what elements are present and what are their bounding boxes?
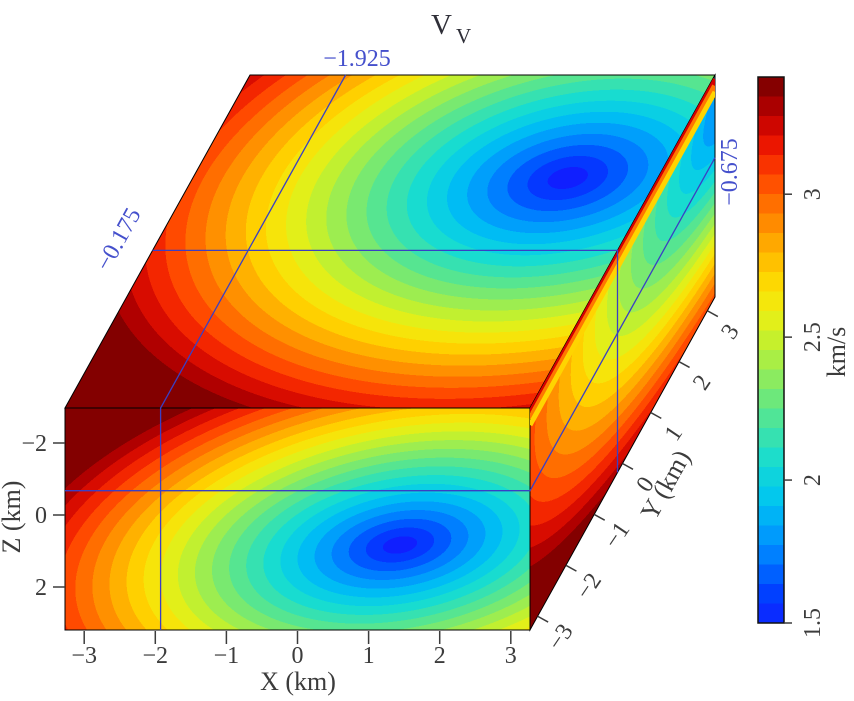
y-tick-label: −3	[543, 619, 579, 655]
x-tick-label: 0	[292, 643, 304, 669]
right-face-slice	[529, 73, 716, 632]
front-face-slice	[64, 407, 531, 631]
x-tick-label: −3	[71, 643, 97, 669]
z-axis-ticks: −2 0 2	[21, 431, 65, 601]
colorbar-gradient	[757, 76, 785, 624]
x-tick-label: −1	[214, 643, 240, 669]
z-tick-label: 0	[35, 503, 47, 529]
z-tick-label: 2	[35, 575, 47, 601]
volume-block	[64, 73, 716, 632]
y-tick-mark	[622, 462, 634, 470]
y-tick-mark	[565, 564, 577, 572]
y-tick-label: 2	[688, 371, 716, 395]
colorbar-unit-label: km/s	[822, 327, 851, 378]
y-tick-label: −1	[599, 518, 635, 554]
plot-title-subscript: V	[456, 24, 471, 48]
x-slice-line	[159, 74, 347, 630]
y-tick-label: 3	[716, 320, 744, 344]
x-axis-ticks: −3 −2 −1 0 1 2 3	[71, 631, 517, 669]
z-tick-label: −2	[21, 431, 47, 457]
y-tick-mark	[678, 361, 690, 369]
y-tick-mark	[593, 513, 606, 521]
y-slice-line	[152, 249, 619, 473]
colorbar-tick-label: 1.5	[800, 608, 826, 638]
x-tick-label: −2	[143, 643, 169, 669]
y-tick-label: 1	[660, 421, 688, 445]
x-slice-position-label: −1.925	[323, 46, 391, 72]
y-slice-position-label: −0.175	[91, 204, 146, 276]
colorbar-tick-label: 3	[800, 188, 826, 200]
plot-title: V	[431, 9, 452, 41]
y-tick-mark	[706, 310, 719, 318]
x-axis-label: X (km)	[260, 667, 336, 696]
x-tick-label: 1	[363, 643, 375, 669]
z-axis-label: Z (km)	[0, 481, 26, 554]
slice-indicator-lines	[65, 74, 716, 630]
colorbar: 1.5 2 2.5 3 km/s	[757, 76, 851, 638]
x-tick-label: 3	[505, 643, 517, 669]
z-slice-line	[65, 157, 716, 492]
x-tick-label: 2	[434, 643, 446, 669]
y-tick-mark	[650, 411, 662, 420]
y-tick-label: −2	[571, 569, 607, 605]
colorbar-tick-label: 2	[800, 474, 826, 486]
z-slice-position-label: −0.675	[717, 138, 743, 206]
right-face-edge-contour-bands	[530, 77, 715, 427]
y-tick-mark	[537, 615, 549, 623]
colorbar-tick-label: 2.5	[800, 322, 826, 352]
colorbar-ticks: 1.5 2 2.5 3	[784, 188, 826, 638]
